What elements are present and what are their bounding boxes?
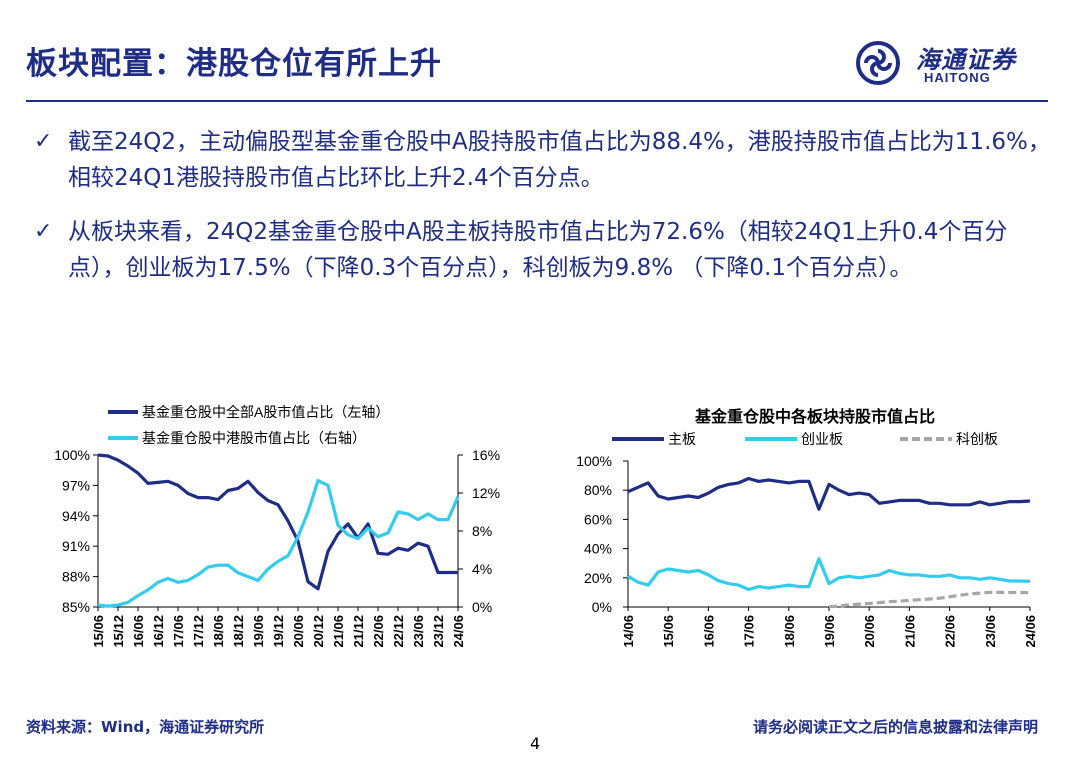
x-tick-label: 16/06 xyxy=(701,615,716,648)
x-tick-label: 18/12 xyxy=(231,615,246,648)
y-right-tick-label: 16% xyxy=(472,447,500,463)
y-left-tick-label: 91% xyxy=(62,538,90,554)
y-left-tick-label: 85% xyxy=(62,599,90,615)
page-title: 板块配置：港股仓位有所上升 xyxy=(26,46,442,82)
disclaimer-note: 请务必阅读正文之后的信息披露和法律声明 xyxy=(752,718,1038,736)
x-tick-label: 21/06 xyxy=(902,615,917,648)
y-right-tick-label: 0% xyxy=(472,599,492,615)
x-tick-label: 16/12 xyxy=(151,615,166,648)
x-tick-label: 16/06 xyxy=(131,615,146,648)
series-line-chinext xyxy=(627,557,1031,592)
haitong-logo: 海通证券 HAITONG xyxy=(850,38,1050,88)
x-tick-label: 24/06 xyxy=(1023,615,1038,648)
x-tick-label: 23/06 xyxy=(983,615,998,648)
x-tick-label: 15/06 xyxy=(661,615,676,648)
x-tick-label: 19/06 xyxy=(822,615,837,648)
x-tick-label: 23/12 xyxy=(431,615,446,648)
board-share-chart: 基金重仓股中各板块持股市值占比 主板 创业板 科创板 100% 80% 60% 40% 20… xyxy=(576,407,1038,648)
x-tick-label: 21/12 xyxy=(351,615,366,648)
haitong-emblem-icon xyxy=(856,41,900,85)
x-tick-label: 21/06 xyxy=(331,615,346,648)
x-tick-label: 17/06 xyxy=(742,615,757,648)
y-tick-label: 20% xyxy=(584,570,612,586)
header-divider xyxy=(26,100,1048,102)
bullet-text-1: 截至24Q2，主动偏股型基金重仓股中A股持股市值占比为88.4%，港股持股市值占… xyxy=(68,129,1051,191)
y-left-tick-label: 97% xyxy=(62,477,90,493)
y-tick-label: 80% xyxy=(584,482,612,498)
bullet-text-2: 从板块来看，24Q2基金重仓股中A股主板持股市值占比为72.6%（相较24Q1上… xyxy=(68,219,1008,281)
x-tick-label: 17/06 xyxy=(171,615,186,648)
y-tick-label: 60% xyxy=(584,511,612,527)
legend-label: 科创板 xyxy=(956,431,998,447)
logo-chinese-name: 海通证券 xyxy=(916,45,1016,74)
series-line-main-board xyxy=(627,476,1031,511)
y-left-tick-label: 88% xyxy=(62,569,90,585)
x-tick-label: 15/06 xyxy=(91,615,106,648)
series-line-hk-share xyxy=(97,478,460,608)
y-tick-label: 40% xyxy=(584,541,612,557)
legend-label: 基金重仓股中港股市值占比（右轴） xyxy=(142,430,366,446)
x-tick-label: 17/12 xyxy=(191,615,206,648)
y-left-tick-label: 94% xyxy=(62,508,90,524)
y-left-tick-label: 100% xyxy=(54,447,90,463)
x-tick-label: 22/12 xyxy=(391,615,406,648)
x-tick-label: 22/06 xyxy=(371,615,386,648)
source-note: 资料来源：Wind，海通证券研究所 xyxy=(26,718,265,736)
y-tick-label: 0% xyxy=(592,599,612,615)
x-tick-label: 20/06 xyxy=(291,615,306,648)
logo-english-name: HAITONG xyxy=(924,70,991,85)
legend-label: 主板 xyxy=(668,431,696,447)
y-right-tick-label: 8% xyxy=(472,523,492,539)
y-right-tick-label: 4% xyxy=(472,561,492,577)
x-tick-label: 14/06 xyxy=(621,615,636,648)
legend-label: 基金重仓股中全部A股市值占比（左轴） xyxy=(142,404,389,420)
x-tick-label: 23/06 xyxy=(411,615,426,648)
x-tick-label: 20/12 xyxy=(311,615,326,648)
check-icon: ✓ xyxy=(34,129,53,154)
y-tick-label: 100% xyxy=(576,453,612,469)
y-right-tick-label: 12% xyxy=(472,485,500,501)
a-share-hk-share-chart: 基金重仓股中全部A股市值占比（左轴） 基金重仓股中港股市值占比（右轴） 100% 9… xyxy=(54,404,500,648)
x-tick-label: 18/06 xyxy=(211,615,226,648)
x-tick-label: 19/12 xyxy=(271,615,286,648)
page-number: 4 xyxy=(530,734,541,753)
series-line-star-market xyxy=(828,590,1031,609)
x-tick-label: 15/12 xyxy=(111,615,126,648)
series-line-a-share xyxy=(97,453,458,591)
chart-title: 基金重仓股中各板块持股市值占比 xyxy=(694,407,935,426)
x-tick-label: 22/06 xyxy=(943,615,958,648)
check-icon: ✓ xyxy=(34,219,53,244)
x-tick-label: 18/06 xyxy=(782,615,797,648)
x-tick-label: 19/06 xyxy=(251,615,266,648)
legend-label: 创业板 xyxy=(801,431,843,447)
x-tick-label: 24/06 xyxy=(451,615,466,648)
x-tick-label: 20/06 xyxy=(862,615,877,648)
